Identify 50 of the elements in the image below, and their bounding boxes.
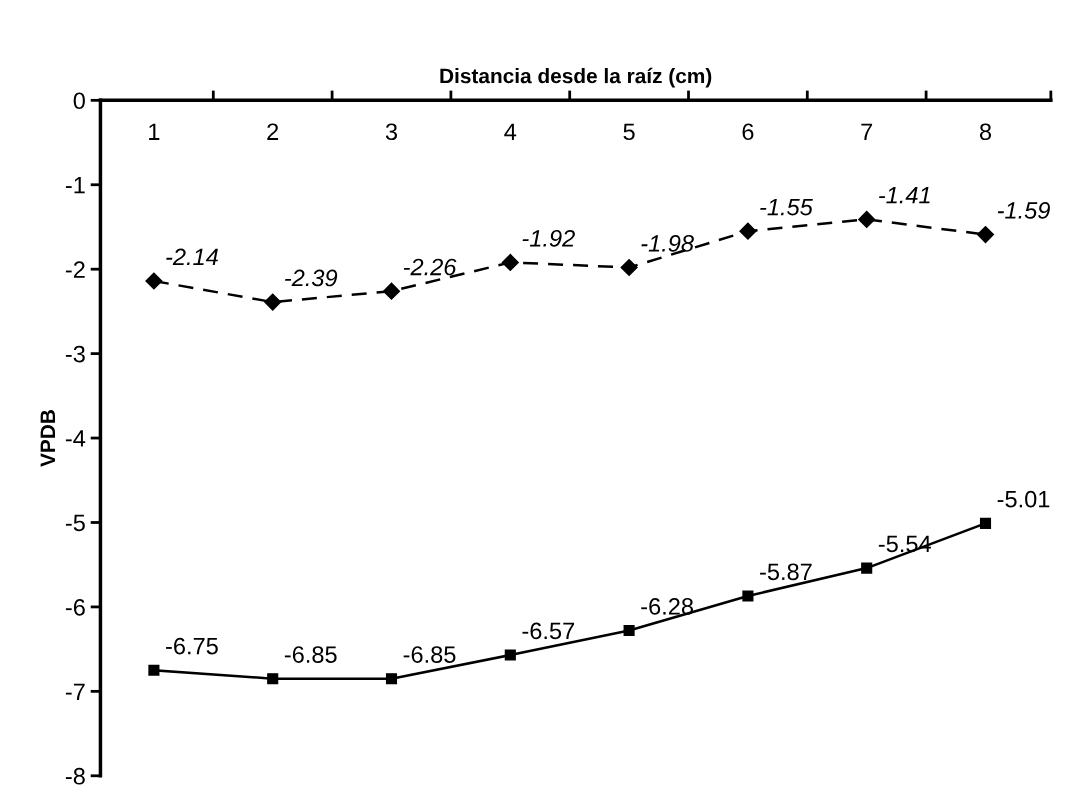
data-label: -5.87 [760,563,812,581]
data-label: -2.14 [166,248,218,265]
y-tick-label: -7 [65,683,85,700]
point [976,226,995,244]
y-tick-label: 0 [73,92,85,110]
y-axis-title: VPDB [40,410,55,467]
point [742,590,754,602]
point [504,649,516,661]
point [385,673,398,685]
point [267,673,279,685]
x-tick-label: 7 [861,123,873,140]
x-tick-label: 5 [623,123,635,141]
y-tick-label: -2 [65,261,85,278]
x-tick-label: 4 [504,123,517,140]
x-tick-label: 6 [742,123,754,141]
y-tick-label: -4 [65,430,86,447]
point [858,210,876,228]
y-tick-label: -8 [65,767,85,785]
point [264,293,282,311]
point [861,562,873,574]
point [979,517,992,529]
y-tick-label: -5 [65,514,85,532]
y-tick-label: -6 [65,598,85,616]
data-label: -2.39 [285,269,338,287]
point [501,253,519,271]
data-label: -6.75 [166,637,218,655]
data-label: -1.98 [641,235,694,252]
data-label: -6.57 [522,622,575,640]
x-tick-label: 2 [267,123,279,140]
data-label: -6.85 [403,646,456,663]
y-tick-label: -3 [65,345,85,363]
x-tick-label: 1 [149,123,160,140]
point [148,664,160,676]
data-label: -1.41 [879,187,930,204]
point [623,625,635,637]
y-tick-label: -1 [65,177,85,194]
data-label: -1.55 [760,198,813,216]
data-label: -1.92 [522,229,575,247]
x-tick-label: 8 [979,123,992,141]
point [382,282,401,300]
data-label: -5.01 [997,490,1050,508]
point [145,272,163,290]
data-label: -2.26 [403,258,457,276]
x-axis-title: Distancia desde la raíz (cm) [440,67,712,88]
x-tick-label: 3 [385,123,398,141]
point [620,258,638,277]
data-label: -6.28 [641,598,693,615]
data-label: -6.85 [284,646,337,663]
point [739,222,757,240]
data-label: -1.59 [997,202,1050,219]
